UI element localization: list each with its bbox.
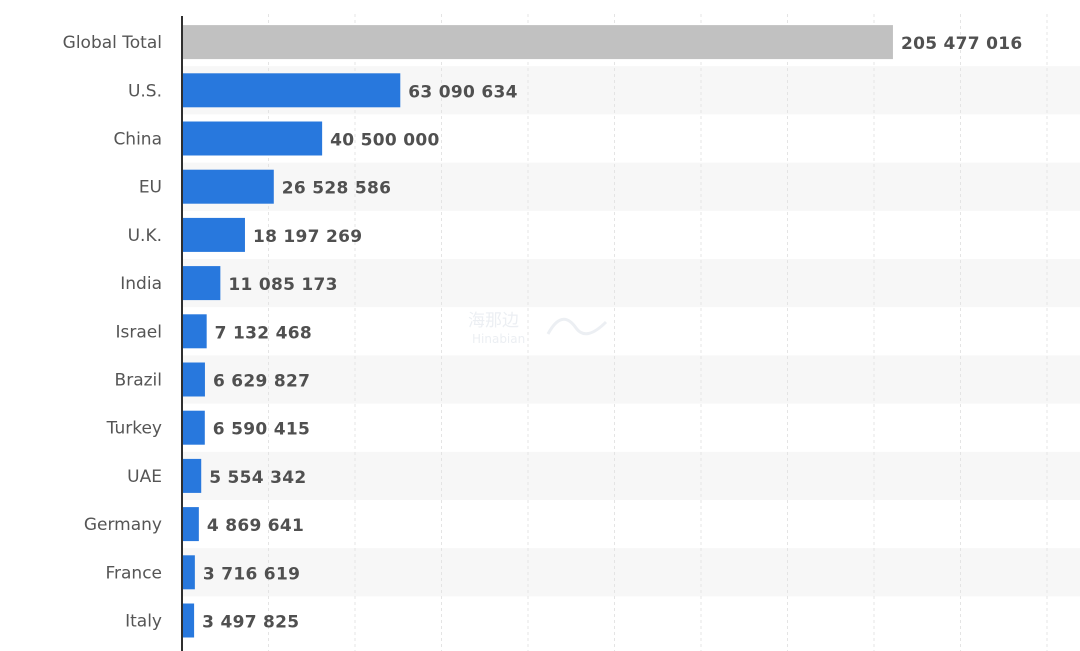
value-label: 26 528 586 [282, 179, 391, 199]
bar [182, 362, 205, 397]
value-label: 6 629 827 [213, 372, 310, 392]
watermark-subtext: Hinabian [472, 332, 525, 346]
value-label: 4 869 641 [207, 516, 304, 536]
category-labels: Global Total U.S. China EU U.K. India Israel Br… [63, 33, 162, 631]
value-labels: 205 477 016 63 090 634 40 500 000 26 528 58… [202, 34, 1022, 632]
row-bands [182, 66, 1080, 597]
bar [182, 266, 221, 301]
category-label: Germany [84, 515, 162, 535]
watermark-wave-icon [546, 317, 608, 336]
bar [182, 314, 207, 349]
bar [182, 169, 274, 204]
category-label: U.K. [128, 226, 162, 246]
category-label: Global Total [63, 33, 162, 53]
category-label: Brazil [115, 371, 162, 391]
watermark-logo: 海那边 Hinabian [468, 311, 608, 346]
value-label: 11 085 173 [228, 275, 337, 295]
category-label: Italy [125, 612, 162, 632]
row-band [182, 259, 1080, 308]
value-label: 40 500 000 [330, 131, 439, 151]
value-label: 63 090 634 [408, 82, 517, 102]
row-band [182, 355, 1080, 404]
watermark-text: 海那边 [468, 311, 519, 331]
category-label: China [113, 130, 162, 150]
bar [182, 410, 205, 445]
category-label: India [120, 274, 162, 294]
bar-global-total [182, 25, 893, 60]
category-label: Turkey [106, 419, 162, 439]
row-band [182, 451, 1080, 500]
bars [182, 25, 893, 638]
value-label: 18 197 269 [253, 227, 362, 247]
bar [182, 603, 195, 638]
value-label: 205 477 016 [901, 34, 1023, 54]
value-label: 3 716 619 [203, 564, 300, 584]
value-label: 6 590 415 [213, 420, 310, 440]
category-label: EU [139, 178, 162, 198]
category-label: France [105, 563, 162, 583]
bar [182, 507, 199, 542]
value-label: 7 132 468 [215, 323, 312, 343]
value-label: 5 554 342 [209, 468, 306, 488]
bar [182, 555, 195, 590]
category-label: UAE [127, 467, 162, 487]
bar [182, 121, 323, 156]
bar [182, 73, 401, 108]
category-label: Israel [116, 322, 162, 342]
category-label: U.S. [128, 81, 162, 101]
gridlines [268, 14, 1048, 651]
row-band [182, 162, 1080, 211]
bar [182, 458, 202, 493]
row-band [182, 548, 1080, 597]
value-label: 3 497 825 [202, 613, 299, 633]
bar [182, 217, 245, 252]
